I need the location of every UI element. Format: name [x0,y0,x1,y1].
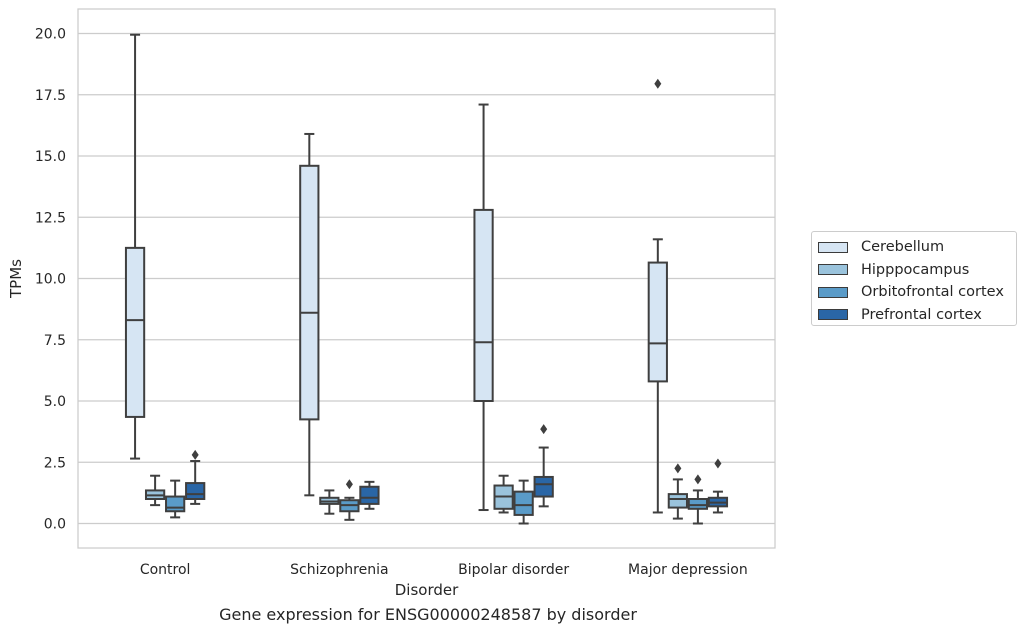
box-iqr [513,490,534,516]
legend-label: Hipppocampus [861,261,970,278]
box-prefrontal-cortex [533,424,554,508]
y-tick-label: 20.0 [35,27,66,43]
grid-lines [78,32,775,525]
legend-swatch [818,264,848,276]
legend: Cerebellum Hipppocampus Orbitofrontal cort… [811,231,1017,326]
y-axis-ticks: 0.0 2.5 5.0 7.5 10.0 12.5 15.0 17.5 20.0 [35,27,66,533]
box-iqr [185,482,206,501]
y-tick-label: 10.0 [35,272,66,288]
box-group-control [124,33,206,519]
box-cerebellum [647,78,668,514]
box-prefrontal-cortex [185,449,206,505]
x-axis-title: Disorder [395,581,459,599]
box-iqr [299,164,320,421]
legend-label: Orbitofrontal cortex [861,284,1004,301]
chart-caption: Gene expression for ENSG00000248587 by d… [219,605,637,624]
box-group-bipolar-disorder [473,103,554,525]
outlier-point [540,424,548,435]
outlier-point [674,463,682,474]
y-tick-label: 17.5 [35,88,66,104]
plot-frame [77,8,776,549]
x-axis-ticks: Control Schizophrenia Bipolar disorder Majo… [140,562,748,578]
legend-item-orbitofrontal-cortex: Orbitofrontal cortex [818,281,1016,304]
box-iqr [533,475,554,498]
box-cerebellum [299,132,320,497]
box-cerebellum [473,103,494,512]
x-tick-label: Bipolar disorder [458,562,569,578]
x-tick-label: Control [140,562,191,578]
y-tick-label: 12.5 [35,210,66,226]
outlier-point [191,449,199,460]
box-iqr [124,246,146,418]
box-prefrontal-cortex [707,458,729,514]
legend-swatch [818,309,848,321]
outlier-point [345,479,353,490]
box-iqr [359,485,380,505]
box-iqr [687,498,709,510]
legend-item-prefrontal-cortex: Prefrontal cortex [818,304,1016,327]
outlier-point [694,474,702,485]
legend-item-cerebellum: Cerebellum [818,236,1016,259]
box-hipppocampus [667,463,688,520]
box-iqr [165,495,186,513]
box-prefrontal-cortex [359,480,380,510]
outlier-point [654,78,662,89]
box-cerebellum [124,33,146,460]
box-hipppocampus [493,474,514,514]
box-iqr [647,261,668,383]
legend-item-hipppocampus: Hipppocampus [818,259,1016,282]
y-tick-label: 0.0 [44,517,66,533]
box-hipppocampus [319,489,340,515]
y-axis-title: TPMs [7,259,25,299]
y-tick-label: 15.0 [35,149,66,165]
x-tick-label: Schizophrenia [290,562,388,578]
box-hipppocampus [144,474,166,507]
y-tick-label: 7.5 [44,333,66,349]
box-iqr [473,208,494,402]
legend-label: Prefrontal cortex [861,306,982,323]
box-groups [124,33,729,525]
box-orbitofrontal-cortex [687,474,709,525]
x-tick-label: Major depression [628,562,748,578]
box-orbitofrontal-cortex [339,479,360,521]
box-iqr [667,493,688,509]
y-tick-label: 2.5 [44,455,66,471]
legend-label: Cerebellum [861,239,945,256]
box-orbitofrontal-cortex [513,479,534,525]
box-orbitofrontal-cortex [165,479,186,519]
legend-swatch [818,286,848,298]
legend-swatch [818,241,848,253]
outlier-point [714,458,722,469]
box-group-schizophrenia [299,132,380,521]
y-tick-label: 5.0 [44,394,66,410]
box-group-major-depression [647,78,729,525]
